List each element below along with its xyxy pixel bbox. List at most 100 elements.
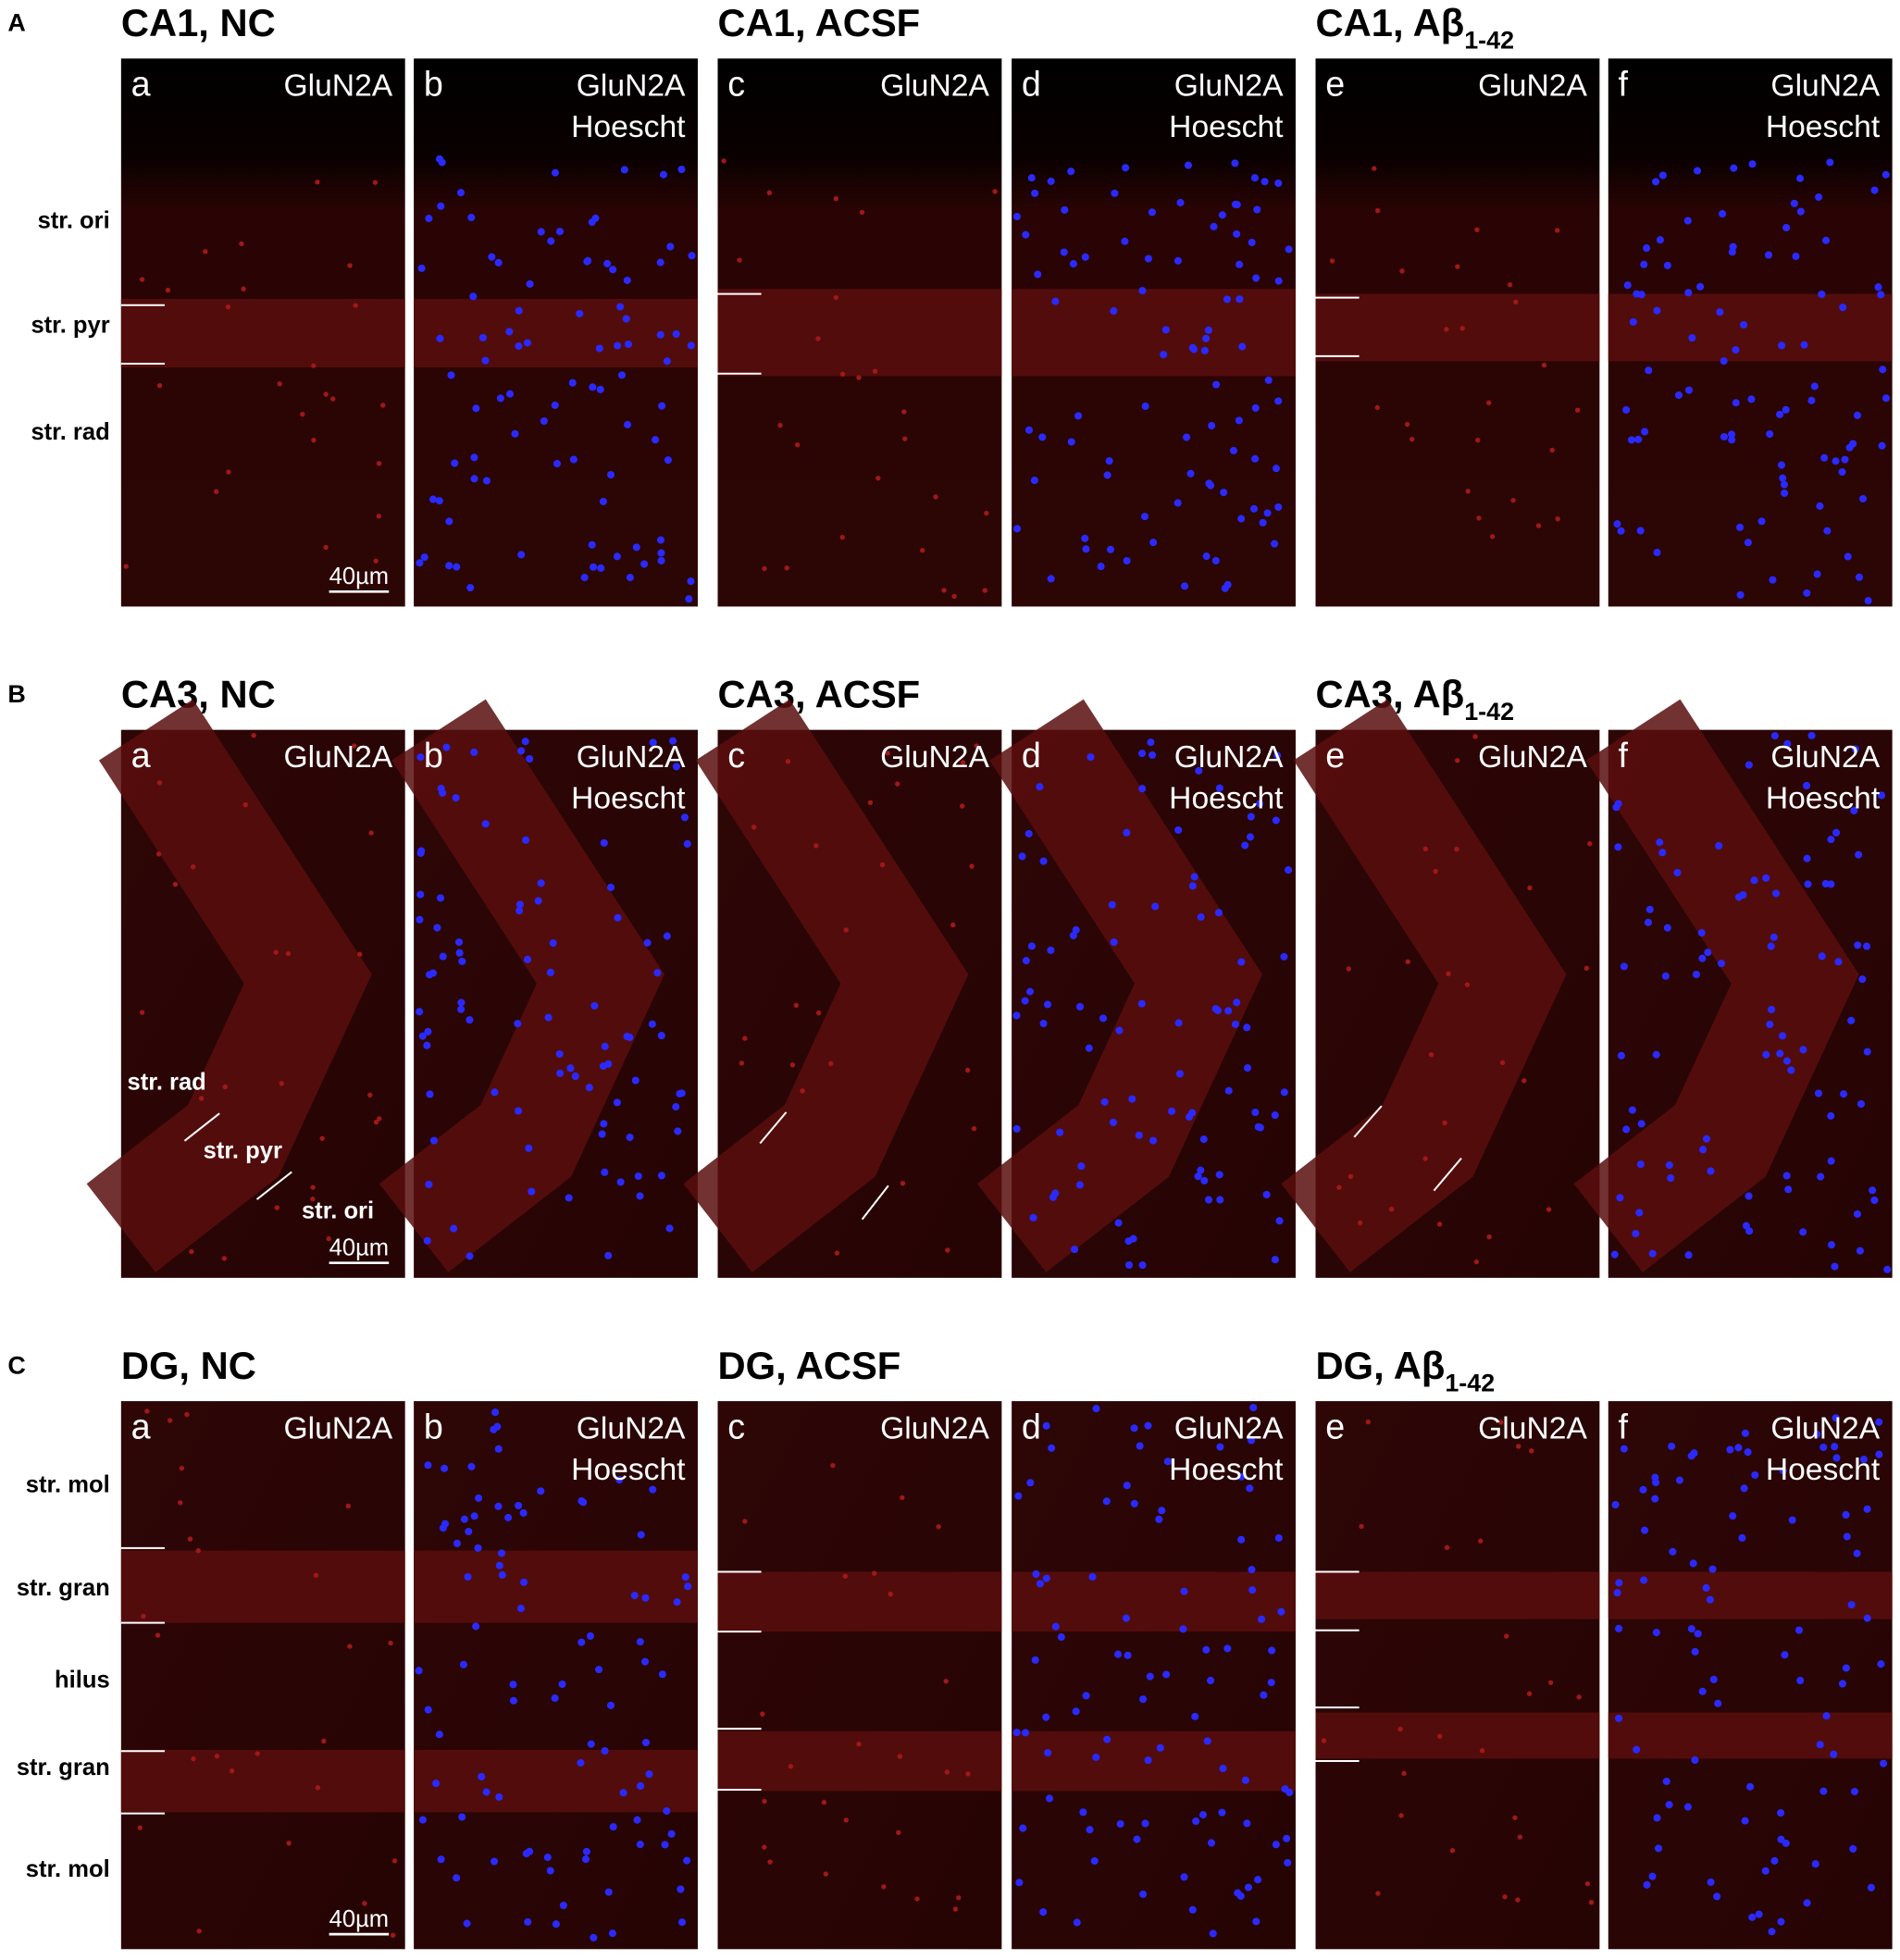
section-label: C bbox=[7, 1351, 25, 1379]
cell bbox=[255, 1751, 260, 1756]
cell bbox=[1521, 1078, 1527, 1084]
nucleus bbox=[418, 1032, 427, 1040]
cell-layer bbox=[120, 1550, 405, 1623]
nucleus bbox=[1252, 1917, 1260, 1926]
nucleus bbox=[1651, 1473, 1659, 1482]
panel-title: DG, NC bbox=[121, 1344, 256, 1387]
cell bbox=[900, 1495, 905, 1501]
cell bbox=[311, 363, 317, 368]
nucleus bbox=[1168, 1107, 1176, 1115]
cell bbox=[992, 189, 998, 194]
nucleus bbox=[551, 1694, 559, 1703]
cell bbox=[376, 461, 382, 466]
nucleus bbox=[1128, 1095, 1136, 1103]
nucleus bbox=[1745, 761, 1753, 769]
nucleus bbox=[1238, 342, 1247, 351]
nucleus bbox=[1644, 918, 1653, 926]
nucleus bbox=[1014, 1492, 1023, 1500]
cell bbox=[1388, 1206, 1395, 1212]
nucleus bbox=[1777, 1808, 1785, 1817]
cell bbox=[1512, 1815, 1518, 1820]
nucleus bbox=[677, 165, 686, 174]
nucleus bbox=[458, 957, 466, 965]
nucleus bbox=[1047, 575, 1055, 583]
nucleus bbox=[1130, 1499, 1138, 1507]
nucleus bbox=[1831, 1262, 1839, 1271]
nucleus bbox=[1103, 471, 1111, 479]
nucleus bbox=[1762, 874, 1770, 882]
nucleus bbox=[1140, 513, 1149, 521]
cell bbox=[885, 751, 890, 756]
nucleus bbox=[520, 1578, 528, 1586]
nucleus bbox=[1816, 502, 1824, 510]
nucleus bbox=[657, 549, 665, 557]
nucleus bbox=[526, 279, 534, 288]
cell bbox=[965, 1771, 971, 1777]
nucleus bbox=[1858, 975, 1867, 984]
nucleus bbox=[1258, 1615, 1266, 1623]
cell bbox=[277, 380, 282, 387]
nucleus bbox=[466, 1016, 474, 1024]
layer-marker bbox=[861, 1185, 889, 1221]
nucleus bbox=[1069, 260, 1077, 268]
nucleus bbox=[1766, 429, 1774, 439]
panel-letter: b bbox=[424, 736, 443, 775]
nucleus bbox=[1838, 468, 1846, 477]
cell bbox=[793, 1002, 799, 1009]
nucleus bbox=[1636, 1160, 1645, 1169]
nucleus bbox=[590, 1001, 599, 1010]
micrograph bbox=[1608, 1401, 1893, 1950]
micrograph bbox=[1012, 1401, 1296, 1950]
nucleus bbox=[1617, 1051, 1625, 1060]
panel-title: CA1, ACSF bbox=[717, 1, 920, 44]
nucleus bbox=[445, 517, 453, 526]
nucleus bbox=[1139, 1890, 1148, 1898]
nucleus bbox=[616, 1178, 625, 1186]
nucleus bbox=[1061, 205, 1069, 214]
nucleus bbox=[1221, 584, 1229, 592]
panel-letter: d bbox=[1022, 1407, 1041, 1445]
cell bbox=[742, 1519, 748, 1524]
nucleus bbox=[552, 1920, 560, 1929]
nucleus bbox=[1025, 426, 1033, 434]
nucleus bbox=[1629, 317, 1637, 326]
panel-letter: f bbox=[1619, 65, 1629, 104]
cell bbox=[833, 195, 839, 202]
nucleus bbox=[1248, 1586, 1257, 1594]
nucleus bbox=[672, 763, 680, 771]
nucleus bbox=[1181, 582, 1189, 590]
cell bbox=[1444, 1544, 1450, 1551]
nucleus bbox=[1042, 1574, 1050, 1582]
nucleus bbox=[423, 1041, 431, 1049]
nucleus bbox=[429, 1136, 438, 1145]
nucleus bbox=[1796, 174, 1805, 182]
cell-layer bbox=[379, 699, 664, 1272]
nucleus bbox=[1796, 1676, 1805, 1685]
nucleus bbox=[590, 1933, 598, 1941]
channel-label: Hoescht bbox=[1766, 1453, 1881, 1487]
nucleus bbox=[637, 1781, 645, 1791]
nucleus bbox=[1019, 1824, 1027, 1832]
nucleus bbox=[514, 1020, 522, 1028]
nucleus bbox=[547, 237, 555, 245]
cell bbox=[377, 1116, 382, 1122]
nucleus bbox=[1782, 1172, 1791, 1180]
cell bbox=[902, 436, 908, 441]
nucleus bbox=[1822, 1712, 1831, 1720]
channel-label: Hoescht bbox=[1169, 1453, 1284, 1487]
cell bbox=[315, 180, 320, 185]
panel-letter: e bbox=[1325, 1407, 1345, 1445]
nucleus bbox=[1747, 395, 1756, 403]
nucleus bbox=[1641, 1526, 1649, 1534]
nucleus bbox=[683, 839, 691, 848]
nucleus bbox=[1662, 1777, 1670, 1786]
nucleus bbox=[631, 1076, 640, 1085]
cell bbox=[1546, 1207, 1552, 1212]
nucleus bbox=[636, 1841, 644, 1849]
nucleus bbox=[1656, 236, 1664, 244]
nucleus bbox=[433, 924, 441, 932]
nucleus bbox=[1069, 931, 1077, 940]
nucleus bbox=[1741, 1817, 1749, 1825]
nucleus bbox=[551, 401, 559, 409]
